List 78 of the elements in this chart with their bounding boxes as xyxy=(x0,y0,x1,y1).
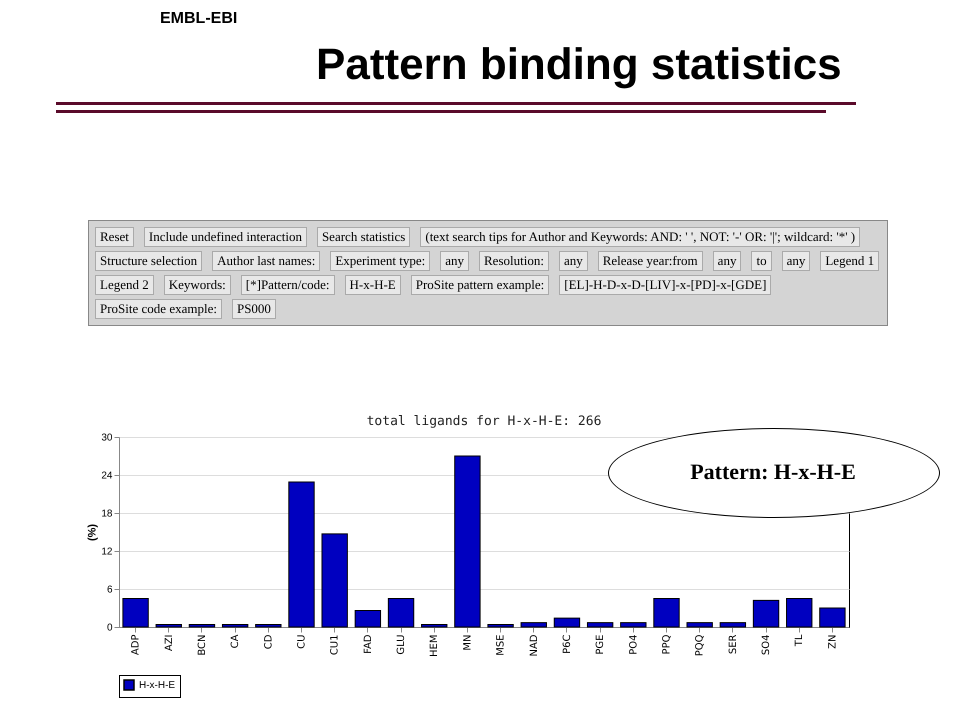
bar xyxy=(454,456,481,628)
x-tick-label: P6C xyxy=(562,634,573,654)
text: any xyxy=(558,251,588,271)
y-tick-label: 18 xyxy=(101,508,113,520)
legend-label: H-x-H-E xyxy=(139,680,176,691)
bar xyxy=(620,622,647,628)
text: to xyxy=(751,251,772,271)
text: Structure selection xyxy=(95,251,202,271)
text: [EL]-H-D-x-D-[LIV]-x-[PD]-x-[GDE] xyxy=(559,275,772,295)
text: ProSite pattern example: xyxy=(410,275,550,295)
bar xyxy=(222,624,248,628)
bar xyxy=(653,598,680,628)
y-tick-label: 24 xyxy=(101,470,113,482)
text: H-x-H-E xyxy=(344,275,401,295)
x-tick-label: TL xyxy=(794,634,806,648)
bar xyxy=(188,624,216,628)
y-tick-label: 6 xyxy=(106,584,113,596)
y-axis-title: (%) xyxy=(86,524,98,542)
text: EMBL-EBI xyxy=(160,10,238,28)
bar xyxy=(819,608,846,628)
text: Release year:from xyxy=(598,251,703,271)
bar xyxy=(255,624,282,628)
x-tick-label: MSE xyxy=(496,634,507,656)
x-tick-label: CU xyxy=(296,634,308,649)
text: Author last names: xyxy=(212,251,320,271)
bar xyxy=(786,598,812,628)
bar xyxy=(321,533,348,628)
x-tick-label: MN xyxy=(462,634,474,651)
text: Legend 2 xyxy=(95,275,154,295)
text: Include undefined interaction xyxy=(144,227,307,247)
text: Search statistics xyxy=(316,227,410,247)
bar xyxy=(520,622,547,628)
bar xyxy=(554,618,580,628)
text: ProSite code example: xyxy=(95,299,222,319)
text: (text search tips for Author and Keywords: AND: ' ', NOT: '-' OR: '|'; wildcard: '*' ) xyxy=(420,227,860,247)
x-tick-label: SO4 xyxy=(761,634,772,656)
text: Keywords: xyxy=(164,275,231,295)
text: Resolution: xyxy=(479,251,549,271)
x-tick-label: ADP xyxy=(130,634,142,656)
x-tick-label: PGE xyxy=(595,634,606,655)
x-tick-label: ZN xyxy=(827,634,838,649)
text: [*]Pattern/code: xyxy=(240,275,335,295)
x-tick-label: NAD xyxy=(528,634,540,657)
bar xyxy=(156,624,182,628)
x-tick-label: PPQ xyxy=(662,634,672,654)
text: Legend 1 xyxy=(820,251,880,271)
chart-title: Pattern binding statistics xyxy=(316,40,842,90)
text: PS000 xyxy=(232,299,276,319)
bar xyxy=(487,624,514,628)
x-tick-label: CD xyxy=(263,634,274,650)
bar xyxy=(288,481,315,628)
chart-subtitle: total ligands for H-x-H-E: 266 xyxy=(366,414,602,429)
text: any xyxy=(782,251,810,271)
x-tick-label: AZI xyxy=(164,634,175,652)
bar xyxy=(686,622,713,628)
text: any xyxy=(440,251,469,271)
bar xyxy=(752,600,780,628)
x-tick-label: BCN xyxy=(196,634,208,656)
x-tick-label: CA xyxy=(230,634,242,648)
y-tick-label: 30 xyxy=(101,432,113,444)
x-tick-label: PQQ xyxy=(694,634,706,656)
bar xyxy=(122,598,149,628)
bar xyxy=(421,624,448,628)
bar xyxy=(354,610,382,628)
y-tick-label: 12 xyxy=(101,546,113,558)
x-tick-label: HEM xyxy=(429,634,440,657)
text: any xyxy=(712,251,742,271)
x-tick-label: SER xyxy=(728,634,739,654)
bar xyxy=(720,622,746,628)
x-tick-label: PO4 xyxy=(628,634,640,655)
y-tick-label: 0 xyxy=(106,622,113,634)
bar xyxy=(388,598,414,628)
x-tick-label: CU1 xyxy=(330,634,341,656)
text: Experiment type: xyxy=(330,251,430,271)
x-tick-label: FAD xyxy=(362,634,374,654)
bar xyxy=(586,622,614,628)
x-tick-label: GLU xyxy=(396,634,408,655)
text: Reset xyxy=(95,227,134,247)
